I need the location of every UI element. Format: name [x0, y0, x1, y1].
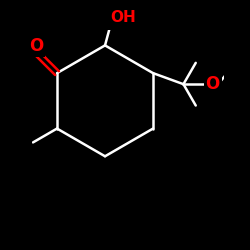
- Text: O: O: [29, 36, 43, 54]
- Text: OH: OH: [110, 10, 136, 24]
- Text: O: O: [206, 75, 220, 93]
